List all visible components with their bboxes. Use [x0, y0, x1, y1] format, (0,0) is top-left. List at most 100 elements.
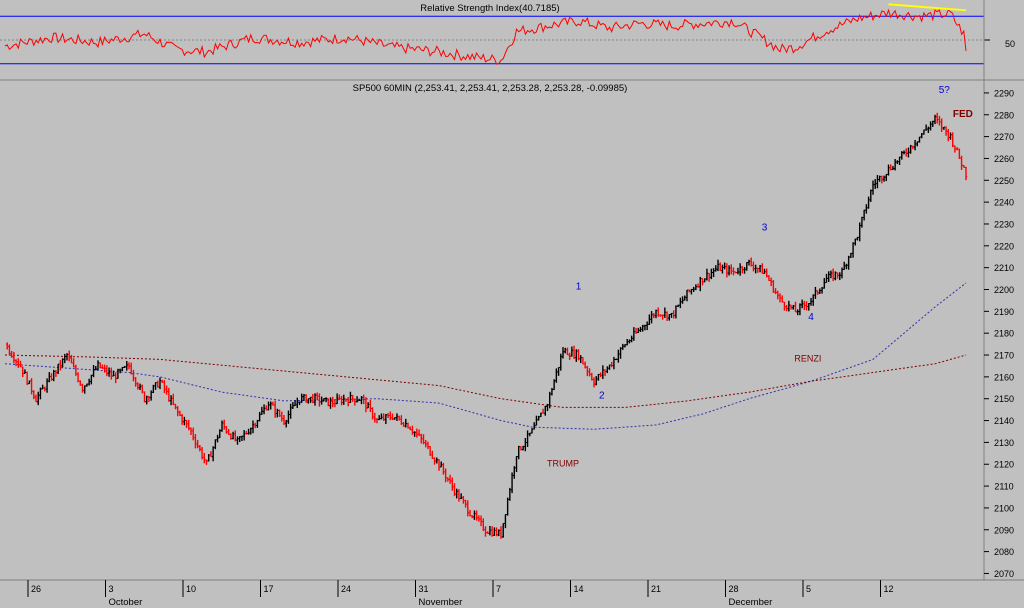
- price-bar: [763, 268, 766, 274]
- price-bar: [298, 401, 301, 405]
- y-tick-label: 2220: [994, 241, 1014, 251]
- price-bar: [778, 293, 782, 303]
- price-title: SP500 60MIN (2,253.41, 2,253.41, 2,253.2…: [353, 83, 628, 94]
- price-bar: [482, 518, 485, 531]
- price-bar: [893, 159, 897, 171]
- price-bar: [56, 363, 60, 375]
- price-bar: [710, 268, 713, 280]
- price-bar: [849, 252, 853, 259]
- date-x-axis: 26 3 10 17 24 31 7 14 21 28 5 12 October November Dece…: [27, 580, 894, 608]
- price-bar: [83, 385, 86, 394]
- price-bar: [183, 416, 186, 426]
- x-month-label: December: [729, 597, 773, 608]
- price-bar: [878, 175, 881, 182]
- price-bar: [442, 462, 445, 475]
- price-bar: [245, 431, 248, 435]
- price-bar: [258, 411, 261, 422]
- price-bar: [670, 312, 673, 318]
- price-bar: [293, 400, 297, 407]
- price-bar: [324, 397, 328, 403]
- price-bar: [165, 385, 168, 395]
- price-bar: [559, 353, 562, 371]
- price-bar: [276, 408, 279, 418]
- y-tick-label: 2070: [994, 569, 1014, 579]
- price-bar: [63, 353, 66, 364]
- price-bar: [440, 461, 443, 468]
- price-bar: [820, 286, 824, 294]
- price-bar: [349, 391, 352, 403]
- price-bar: [938, 115, 941, 126]
- y-tick-label: 2140: [994, 416, 1014, 426]
- price-bar: [862, 209, 866, 221]
- x-tick-label: 7: [496, 584, 501, 594]
- price-bar: [169, 395, 173, 406]
- price-bar: [351, 394, 354, 402]
- price-bar: [502, 522, 505, 538]
- price-bar: [747, 259, 751, 266]
- price-bar: [856, 236, 859, 241]
- price-bar: [218, 429, 221, 439]
- price-bar: [21, 366, 24, 378]
- price-bar: [471, 515, 474, 519]
- price-bar: [260, 406, 264, 415]
- price-bar: [544, 405, 547, 416]
- price-bar: [719, 262, 722, 272]
- price-bar: [586, 365, 589, 377]
- price-bar: [6, 342, 9, 350]
- price-bar: [68, 350, 71, 362]
- price-bar: [156, 380, 159, 388]
- price-bar: [14, 359, 18, 367]
- price-bar: [158, 377, 162, 390]
- wave-label-4: 4: [808, 312, 814, 323]
- price-bar: [896, 160, 899, 165]
- price-bar: [395, 413, 399, 421]
- y-tick-label: 2290: [994, 88, 1014, 98]
- price-bar: [30, 378, 33, 395]
- price-bar: [39, 387, 42, 400]
- price-bar: [296, 397, 299, 409]
- price-bar: [539, 412, 543, 418]
- price-bar: [533, 422, 536, 430]
- price-bar: [400, 415, 403, 425]
- price-bar: [785, 304, 788, 312]
- price-bar: [116, 368, 120, 379]
- price-bar: [721, 264, 724, 274]
- price-bar: [834, 271, 837, 281]
- price-bar: [792, 304, 795, 310]
- y-tick-label: 2120: [994, 460, 1014, 470]
- price-bar: [196, 439, 199, 449]
- event-label-fed: FED: [953, 109, 973, 120]
- y-tick-label: 2250: [994, 176, 1014, 186]
- wave-label-3: 3: [762, 223, 768, 234]
- price-bar: [389, 411, 392, 421]
- y-tick-label: 2240: [994, 198, 1014, 208]
- price-bar: [149, 390, 153, 401]
- price-bar: [761, 263, 764, 274]
- y-tick-label: 2130: [994, 438, 1014, 448]
- price-bar: [207, 454, 210, 462]
- price-bar: [583, 361, 587, 369]
- price-bar: [526, 430, 529, 447]
- price-bar: [220, 420, 224, 432]
- price-bar: [143, 391, 146, 403]
- price-bar: [743, 267, 746, 274]
- price-bar: [652, 313, 655, 319]
- price-bar: [940, 118, 943, 132]
- price-bar: [688, 289, 691, 293]
- price-bar: [380, 413, 383, 420]
- price-bars: [6, 112, 968, 539]
- price-bar: [807, 303, 810, 311]
- price-bar: [371, 407, 374, 420]
- price-bar: [393, 417, 396, 420]
- price-bar: [750, 257, 753, 267]
- price-bar: [114, 372, 117, 384]
- price-bar: [949, 132, 952, 140]
- price-bar: [588, 368, 591, 377]
- price-bar: [623, 344, 627, 348]
- price-bar: [121, 366, 124, 372]
- price-bar: [322, 398, 326, 402]
- price-bar: [236, 436, 239, 445]
- price-bar: [641, 324, 644, 332]
- price-bar: [564, 347, 567, 354]
- price-bar: [581, 357, 585, 365]
